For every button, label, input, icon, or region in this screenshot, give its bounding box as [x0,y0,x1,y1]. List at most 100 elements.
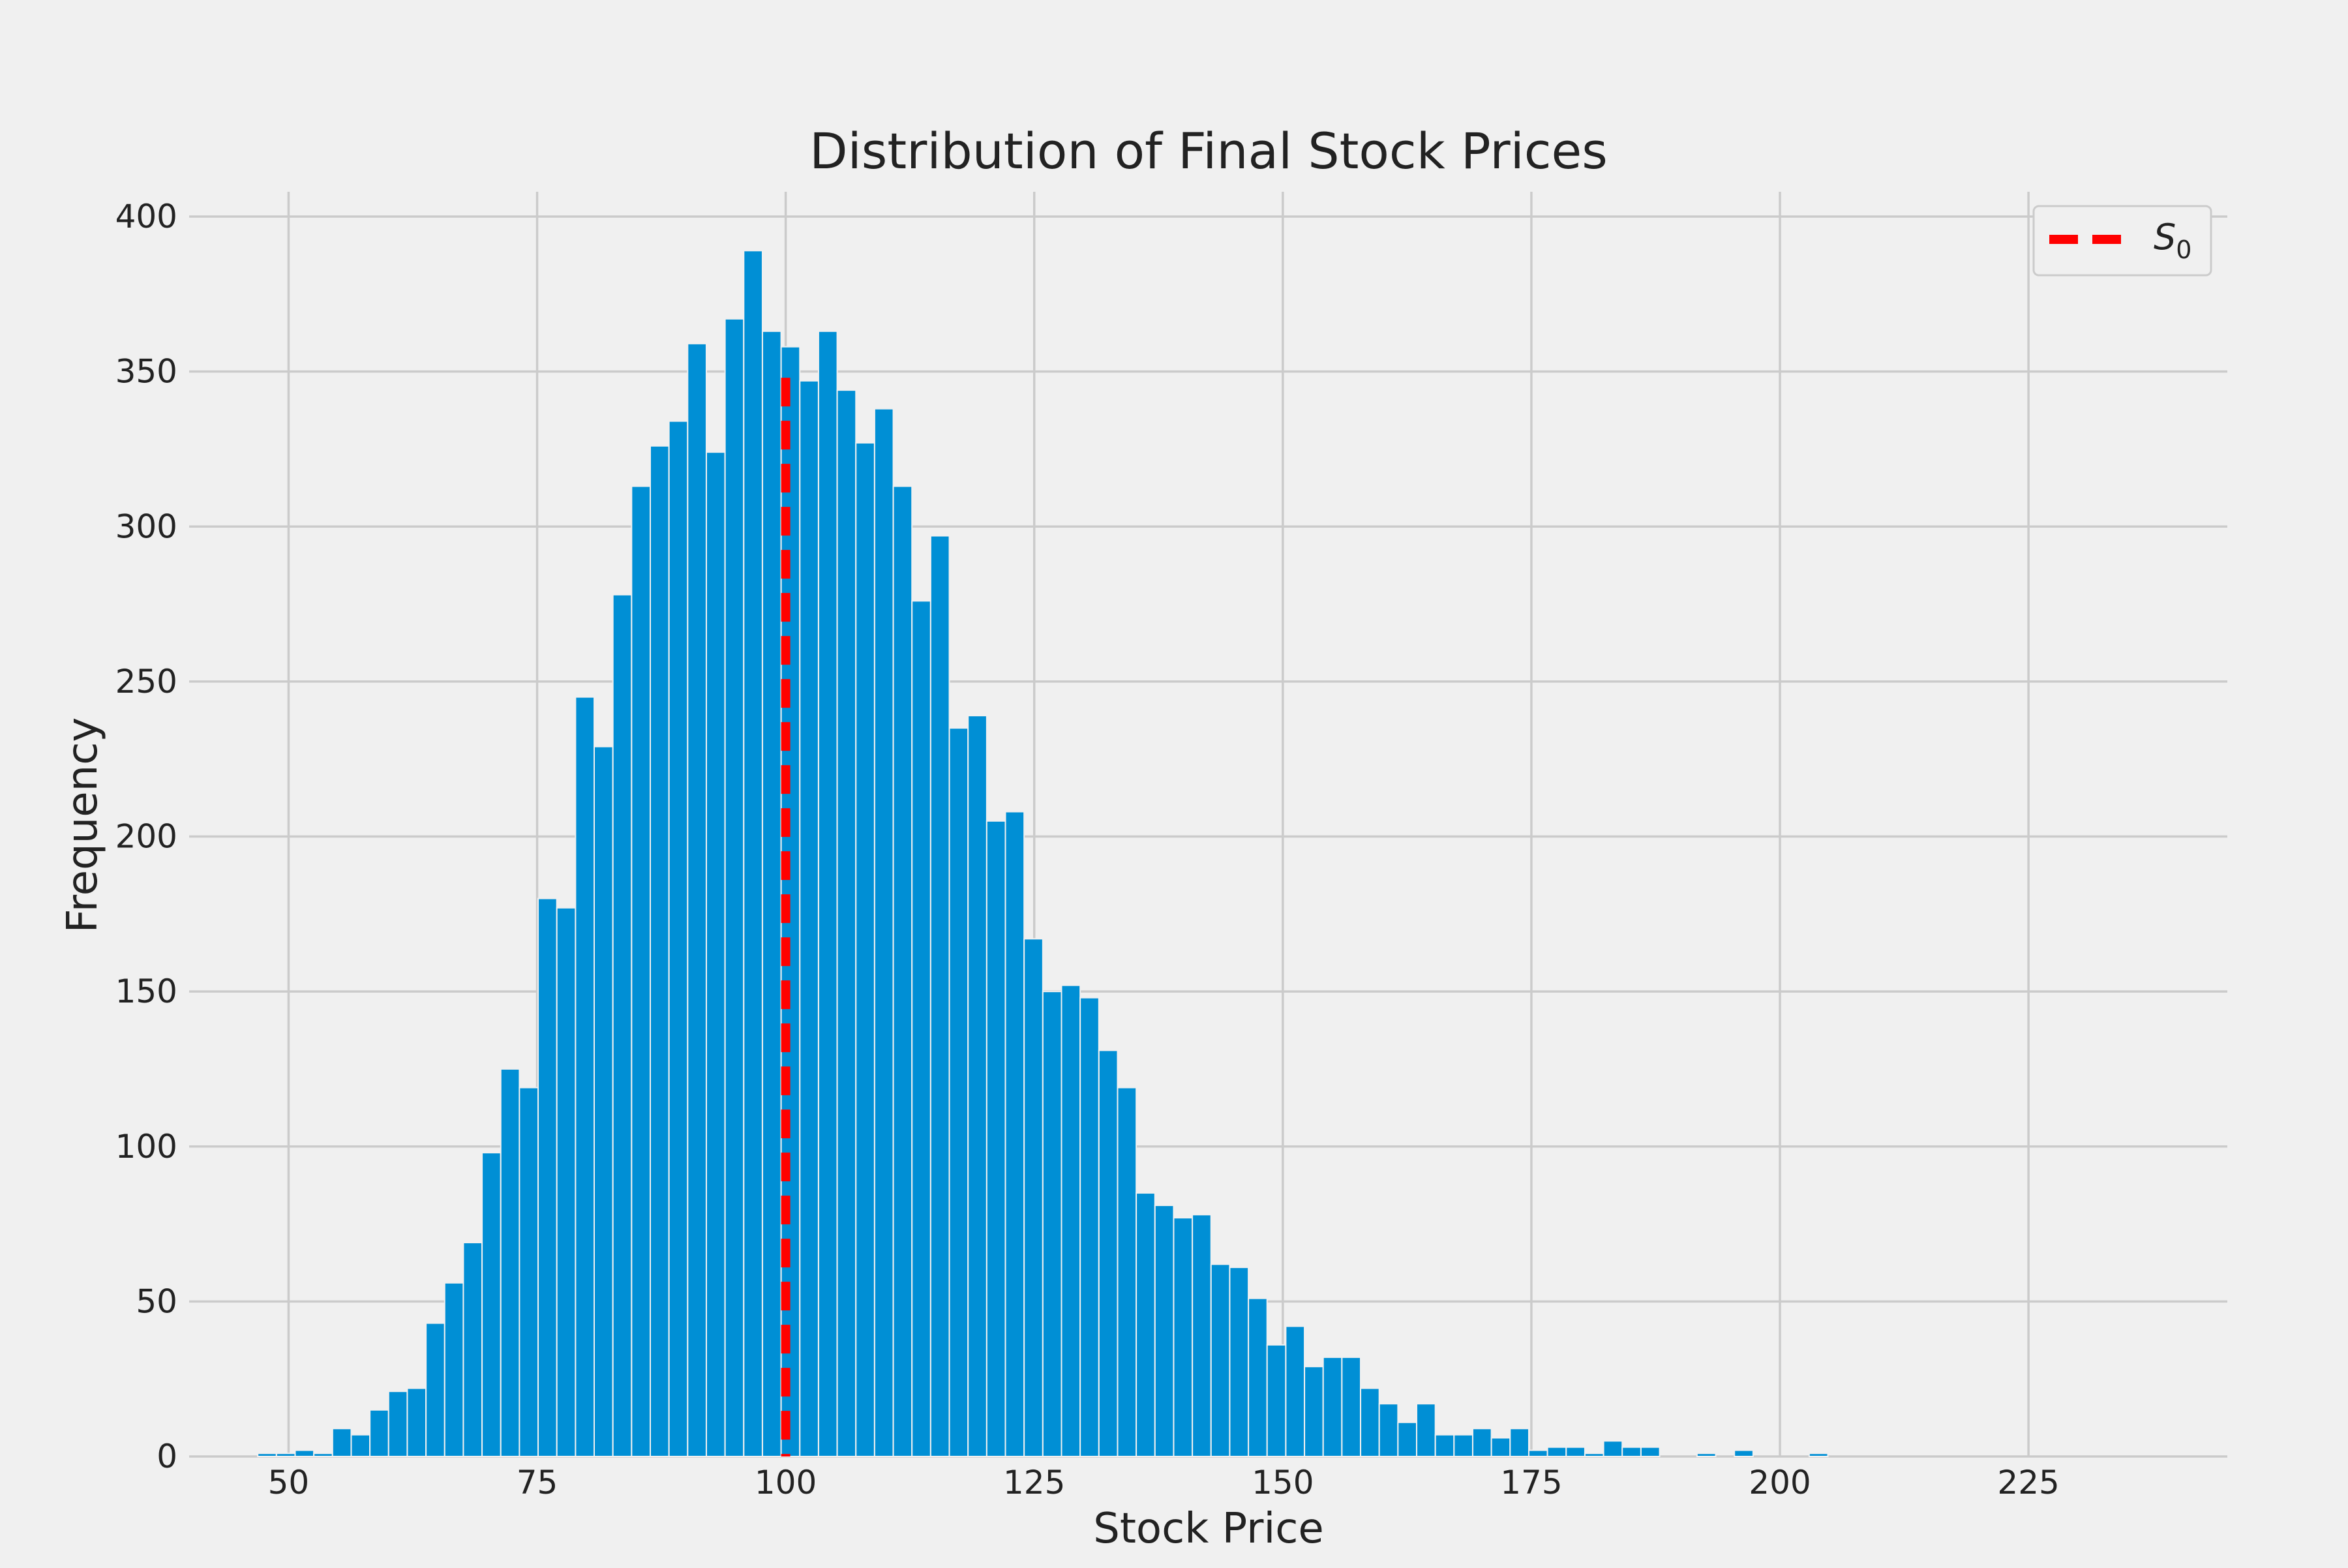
histogram-bar [350,1434,371,1458]
histogram-bar [406,1387,427,1457]
histogram-bar [1136,1192,1156,1457]
x-tick-label: 75 [517,1464,558,1501]
histogram-bar [294,1449,315,1458]
x-axis-label: Stock Price [1093,1505,1324,1553]
histogram-bar [1453,1434,1473,1458]
histogram-bar [1173,1217,1194,1457]
histogram-bar [1192,1214,1212,1457]
histogram-bar [1640,1446,1661,1458]
legend: S0 [2032,205,2212,277]
histogram-bar [1229,1267,1250,1457]
y-tick-labels: 0 50 100 150 200 250 300 350 400 [115,198,177,1475]
histogram-bar [705,451,726,1457]
histogram-bar [1322,1356,1343,1458]
y-tick-label: 50 [136,1282,177,1320]
histogram-bar [425,1322,445,1458]
histogram-bar [1696,1453,1717,1458]
y-tick-label: 400 [115,198,177,235]
histogram-bar [1808,1453,1829,1458]
histogram-bar [275,1453,296,1458]
histogram-bar [500,1068,520,1457]
histogram-bar [537,897,558,1457]
y-tick-label: 150 [115,972,177,1010]
y-tick-label: 300 [115,507,177,545]
x-tick-label: 100 [755,1464,817,1501]
histogram-bar [612,594,633,1457]
x-tick-label: 125 [1003,1464,1065,1501]
histogram-bar [331,1428,352,1458]
histogram-bar [1341,1356,1362,1458]
histogram-bar [948,727,969,1457]
histogram-bar [668,420,689,1457]
histogram-bar [817,330,838,1457]
x-tick-label: 200 [1749,1464,1811,1501]
histogram-bar [1584,1453,1604,1458]
legend-box [2032,205,2212,277]
y-tick-label: 350 [115,353,177,391]
histogram-bar [873,408,894,1458]
histogram-bar [1546,1446,1567,1458]
histogram-bar [257,1453,277,1458]
histogram-bar [929,535,950,1457]
histogram-bar [967,715,987,1457]
histogram-bar [1154,1205,1175,1458]
x-tick-labels: 50 75 100 125 150 175 200 225 [268,1464,2060,1501]
histogram-bar [1471,1428,1492,1458]
histogram-bar [369,1409,389,1457]
histogram-bars [257,250,1829,1458]
histogram-bar [1397,1421,1418,1458]
histogram-bar [1603,1440,1623,1458]
histogram-bar [462,1242,483,1458]
histogram-bar [855,442,875,1458]
histogram-bar [836,389,857,1457]
histogram-bar [1210,1263,1231,1457]
chart-title: Distribution of Final Stock Prices [809,122,1608,180]
histogram-bar [1378,1403,1399,1457]
histogram-bar [313,1453,333,1458]
legend-label-subscript: 0 [2176,235,2191,264]
histogram-bar [1061,984,1081,1457]
histogram-bar [631,485,652,1458]
histogram-bar [743,250,763,1458]
histogram-bar [761,330,782,1457]
y-tick-label: 250 [115,663,177,701]
histogram-bar [1490,1437,1511,1458]
histogram-bar [1098,1049,1119,1458]
histogram-bar [575,696,595,1457]
histogram-bar [519,1087,539,1458]
histogram-bar [986,820,1006,1457]
histogram-bar [1434,1434,1455,1458]
histogram-bar [799,380,819,1457]
histogram-bar [1079,997,1100,1457]
histogram-bar [1360,1387,1380,1457]
y-tick-label: 0 [157,1438,177,1475]
histogram-bar [1266,1344,1287,1458]
histogram-bar [1509,1428,1529,1458]
histogram-bar [1416,1403,1436,1457]
histogram-bar [1565,1446,1586,1458]
y-tick-label: 100 [115,1128,177,1166]
y-tick-label: 200 [115,818,177,856]
legend-label: S0 [2154,217,2191,264]
histogram-bar [687,342,707,1457]
histogram-bar [1004,811,1025,1458]
histogram-bar [481,1152,502,1457]
y-axis-label: Frequency [59,717,107,933]
histogram-bar [650,445,670,1458]
legend-label-main: S [2154,217,2176,258]
x-tick-label: 50 [268,1464,310,1501]
histogram-bar [911,600,931,1458]
histogram-bar [1621,1446,1642,1458]
histogram-bar [387,1391,408,1457]
histogram-bar [556,907,577,1457]
histogram-bar [1528,1449,1548,1458]
x-tick-label: 175 [1500,1464,1562,1501]
histogram-bar [1285,1325,1306,1458]
histogram-bar [892,485,913,1458]
histogram-bar [724,318,745,1458]
x-tick-label: 150 [1252,1464,1314,1501]
histogram-bar [1023,938,1044,1457]
histogram-bar [444,1282,464,1458]
histogram-bar [594,746,614,1457]
